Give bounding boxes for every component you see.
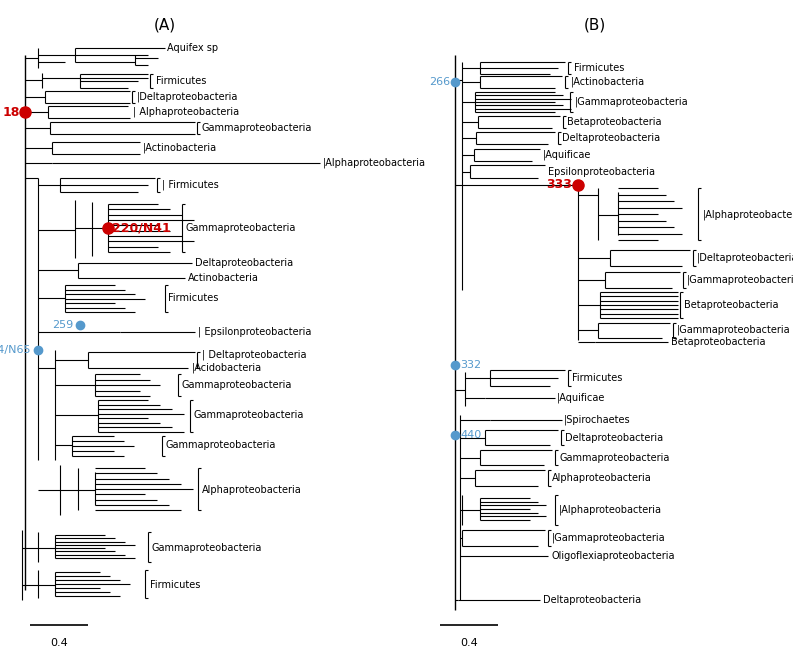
Text: | Alphaproteobacteria: | Alphaproteobacteria (133, 107, 239, 117)
Text: (A): (A) (154, 18, 176, 33)
Text: Gammaproteobacteria: Gammaproteobacteria (152, 543, 262, 553)
Text: | Deltaproteobacteria: | Deltaproteobacteria (202, 350, 307, 360)
Text: 0.4: 0.4 (460, 638, 478, 648)
Text: Firmicutes: Firmicutes (574, 63, 624, 73)
Text: |Gammaproteobacteria: |Gammaproteobacteria (677, 325, 791, 335)
Text: |Actinobacteria: |Actinobacteria (571, 77, 646, 87)
Text: Gammaproteobacteria: Gammaproteobacteria (186, 223, 297, 233)
Text: 180: 180 (3, 105, 29, 118)
Text: 333: 333 (546, 179, 572, 192)
Text: Firmicutes: Firmicutes (168, 293, 218, 303)
Text: |Actinobacteria: |Actinobacteria (143, 143, 217, 153)
Text: Firmicutes: Firmicutes (150, 580, 201, 590)
Text: | Firmicutes: | Firmicutes (162, 180, 219, 190)
Text: 266: 266 (429, 77, 450, 87)
Text: |Deltaproteobacteria: |Deltaproteobacteria (697, 253, 793, 263)
Text: Gammaproteobacteria: Gammaproteobacteria (182, 380, 293, 390)
Text: |Deltaproteobacteria: |Deltaproteobacteria (137, 92, 239, 102)
Text: |Aquificae: |Aquificae (543, 150, 592, 161)
Text: Betaproteobacteria: Betaproteobacteria (567, 117, 661, 127)
Text: Actinobacteria: Actinobacteria (188, 273, 259, 283)
Text: |Alphaproteobacteria: |Alphaproteobacteria (703, 210, 793, 220)
Text: Firmicutes: Firmicutes (572, 373, 623, 383)
Text: 332: 332 (460, 360, 481, 370)
Text: Epsilonproteobacteria: Epsilonproteobacteria (548, 167, 655, 177)
Text: 220/N41: 220/N41 (112, 222, 170, 235)
Text: Aquifex sp: Aquifex sp (167, 43, 218, 53)
Text: Deltaproteobacteria: Deltaproteobacteria (195, 258, 293, 268)
Text: Firmicutes: Firmicutes (156, 76, 206, 86)
Text: 0.4: 0.4 (50, 638, 68, 648)
Text: Gammaproteobacteria: Gammaproteobacteria (559, 453, 669, 463)
Text: Betaproteobacteria: Betaproteobacteria (671, 337, 765, 347)
Text: Gammaproteobacteria: Gammaproteobacteria (194, 410, 305, 420)
Text: Gammaproteobacteria: Gammaproteobacteria (202, 123, 312, 133)
Text: Alphaproteobacteria: Alphaproteobacteria (202, 485, 302, 495)
Text: Deltaproteobacteria: Deltaproteobacteria (562, 133, 660, 143)
Text: Deltaproteobacteria: Deltaproteobacteria (543, 595, 641, 605)
Text: 259: 259 (52, 320, 73, 330)
Text: |Alphaproteobacteria: |Alphaproteobacteria (559, 505, 662, 515)
Text: |Gammaproteobacteria: |Gammaproteobacteria (575, 97, 688, 107)
Text: |Alphaproteobacteria: |Alphaproteobacteria (323, 158, 426, 168)
Text: |Acidobacteria: |Acidobacteria (192, 363, 262, 373)
Text: Oligoflexiaproteobacteria: Oligoflexiaproteobacteria (551, 551, 675, 561)
Text: 244/N65: 244/N65 (0, 345, 31, 355)
Text: |Gammaproteobacteria: |Gammaproteobacteria (552, 533, 665, 543)
Text: Alphaproteobacteria: Alphaproteobacteria (552, 473, 652, 483)
Text: Deltaproteobacteria: Deltaproteobacteria (565, 433, 663, 443)
Text: 440: 440 (460, 430, 481, 440)
Text: Betaproteobacteria: Betaproteobacteria (684, 300, 779, 310)
Text: |Spirochaetes: |Spirochaetes (564, 415, 630, 425)
Text: | Epsilonproteobacteria: | Epsilonproteobacteria (198, 327, 312, 337)
Text: (B): (B) (584, 18, 606, 33)
Text: |Gammaproteobacteria: |Gammaproteobacteria (687, 275, 793, 285)
Text: |Aquificae: |Aquificae (557, 393, 605, 403)
Text: Gammaproteobacteria: Gammaproteobacteria (166, 440, 277, 450)
